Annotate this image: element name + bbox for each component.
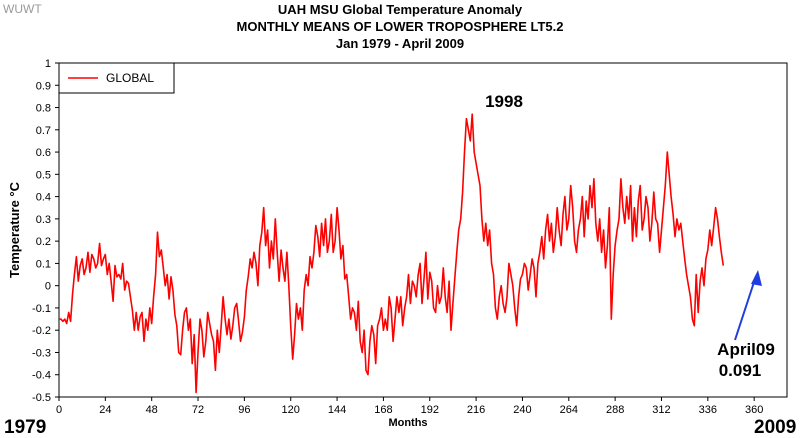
y-tick-label: 0.2 bbox=[36, 236, 51, 248]
x-tick-label: 72 bbox=[192, 404, 204, 416]
x-tick-label: 168 bbox=[374, 404, 392, 416]
x-tick-label: 96 bbox=[238, 404, 250, 416]
y-tick-label: 0.4 bbox=[36, 192, 51, 204]
last-value-annotation: April09 bbox=[717, 340, 775, 359]
x-tick-label: 192 bbox=[421, 404, 439, 416]
x-tick-label: 312 bbox=[652, 404, 670, 416]
y-tick-label: 0.3 bbox=[36, 214, 51, 226]
chart-title: UAH MSU Global Temperature Anomaly bbox=[277, 2, 523, 17]
x-tick-label: 288 bbox=[606, 404, 624, 416]
y-tick-label: -0.1 bbox=[32, 303, 51, 315]
y-tick-label: -0.4 bbox=[32, 370, 51, 382]
y-tick-label: 0.1 bbox=[36, 258, 51, 270]
chart-title-block: UAH MSU Global Temperature Anomaly MONTH… bbox=[0, 1, 800, 52]
x-tick-label: 120 bbox=[282, 404, 300, 416]
x-tick-label: 264 bbox=[560, 404, 578, 416]
y-tick-label: -0.2 bbox=[32, 325, 51, 337]
y-tick-label: 0.9 bbox=[36, 80, 51, 92]
x-axis: 0 24 48 72 96 120 144 168 192 216 240 264 288 312 336 3… bbox=[56, 397, 763, 416]
x-tick-label: 240 bbox=[513, 404, 531, 416]
start-year-label: 1979 bbox=[4, 417, 46, 438]
legend: GLOBAL bbox=[58, 62, 175, 94]
x-axis-label: Months bbox=[388, 417, 427, 429]
x-tick-label: 336 bbox=[699, 404, 717, 416]
y-tick-label: -0.5 bbox=[32, 392, 51, 404]
watermark: WUWT bbox=[3, 2, 42, 16]
y-axis-label: Temperature °C bbox=[7, 181, 22, 278]
y-tick-label: 0.6 bbox=[36, 147, 51, 159]
y-tick-label: 0.5 bbox=[36, 169, 51, 181]
y-axis: -0.5 -0.4 -0.3 -0.2 -0.1 0 0.1 0.2 0.3 0.4 0.5 0.6 0… bbox=[32, 58, 59, 404]
x-tick-label: 360 bbox=[745, 404, 763, 416]
last-value-number: 0.091 bbox=[719, 361, 762, 380]
x-tick-label: 0 bbox=[56, 404, 62, 416]
end-year-label: 2009 bbox=[754, 417, 796, 438]
legend-label: GLOBAL bbox=[106, 71, 154, 85]
plot-area bbox=[58, 62, 788, 398]
y-tick-label: 0 bbox=[45, 281, 51, 293]
x-tick-label: 24 bbox=[99, 404, 111, 416]
arrow-shaft bbox=[734, 275, 757, 341]
chart-subtitle: MONTHLY MEANS OF LOWER TROPOSPHERE LT5.2 bbox=[236, 19, 564, 34]
y-tick-label: 0.8 bbox=[36, 103, 51, 115]
y-tick-label: 0.7 bbox=[36, 125, 51, 137]
y-tick-label: 1 bbox=[45, 58, 51, 70]
x-tick-label: 216 bbox=[467, 404, 485, 416]
x-tick-label: 48 bbox=[146, 404, 158, 416]
y-tick-label: -0.3 bbox=[32, 347, 51, 359]
arrow-annotation bbox=[734, 270, 762, 341]
chart-period: Jan 1979 - April 2009 bbox=[335, 36, 465, 51]
series-line-global bbox=[59, 113, 725, 394]
peak-annotation: 1998 bbox=[485, 92, 523, 111]
arrow-head bbox=[751, 270, 762, 286]
x-tick-label: 144 bbox=[328, 404, 346, 416]
